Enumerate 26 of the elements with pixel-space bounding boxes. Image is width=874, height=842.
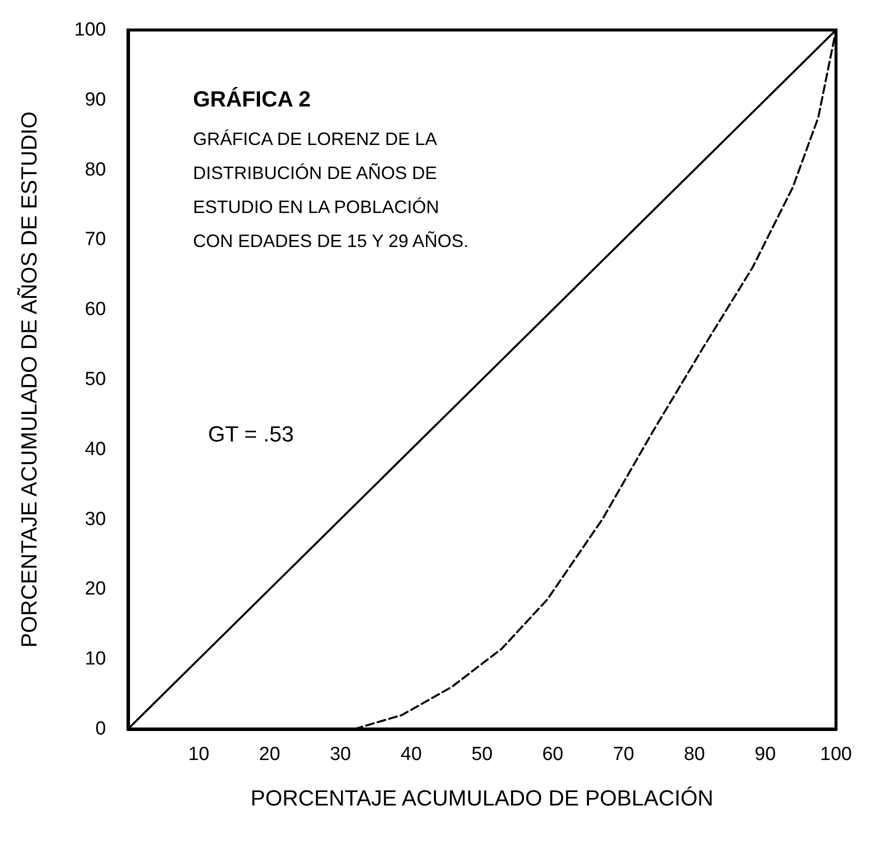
y-tick-label: 10 <box>84 648 106 670</box>
x-tick-label: 80 <box>684 744 705 765</box>
y-tick-label: 100 <box>74 20 106 40</box>
x-tick-label: 100 <box>820 744 852 765</box>
x-tick-label: 50 <box>471 744 493 765</box>
x-tick-label: 90 <box>754 744 776 765</box>
x-axis-title: PORCENTAJE ACUMULADO DE POBLACIÓN <box>250 786 714 810</box>
x-tick-label: 10 <box>188 744 210 765</box>
text: GRÁFICA 2 <box>193 86 311 112</box>
annotation: GT = .53 <box>208 422 294 446</box>
x-tick-label: 30 <box>330 744 351 765</box>
y-tick-label: 50 <box>84 369 106 390</box>
text: GRÁFICA DE LORENZ DE LA DISTRIBUCIÓN DE AÑOS DE ESTUDIO EN LA POBLACIÓN CON EDADES DE 15 Y 29 AÑOS. <box>193 129 468 251</box>
x-tick-label: 20 <box>259 744 280 765</box>
y-tick-label: 90 <box>84 89 106 110</box>
x-tick-label: 40 <box>400 744 422 765</box>
y-tick-label: 20 <box>84 578 106 600</box>
y-tick-label: 80 <box>84 159 106 180</box>
y-tick-label: 60 <box>84 299 106 320</box>
y-axis-title: PORCENTAJE ACUMULADO DE AÑOS DE ESTUDIO <box>16 111 42 648</box>
y-tick-label: 70 <box>84 229 106 250</box>
x-tick-label: 70 <box>613 744 634 765</box>
x-tick-label: 60 <box>542 744 564 765</box>
y-tick-label: 0 <box>95 718 106 740</box>
y-tick-label: 30 <box>84 508 106 530</box>
y-tick-label: 40 <box>84 438 106 460</box>
